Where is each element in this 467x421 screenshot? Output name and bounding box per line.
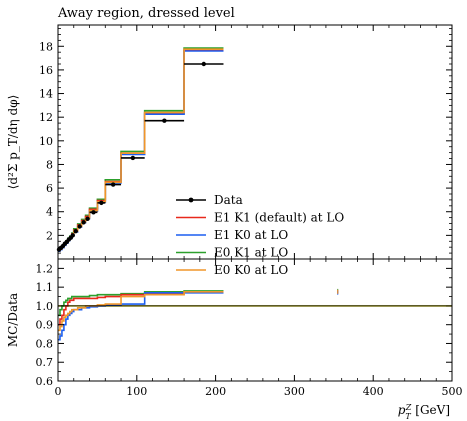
ratio-plot: 0.6 0.7 0.8 0.9 1.0 1.1 1.2 0 100 200 300 400 500 M… [6, 25, 463, 398]
ratio-y-axis-label: MC/Data [6, 293, 20, 347]
legend-entry-label: E1 K0 at LO [214, 228, 288, 242]
chart-title: Away region, dressed level [57, 6, 235, 21]
ratio-y-tick-label: 0.9 [36, 319, 54, 332]
main-y-tick-label: 18 [39, 40, 53, 53]
mc-series-3-main-line [58, 47, 224, 251]
data-point [77, 224, 82, 229]
main-y-tick-label: 16 [39, 64, 53, 77]
x-axis-label: pTZ [GeV] [398, 403, 450, 421]
main-plot: 2 4 6 8 10 12 14 16 18 ⟨d²Σ p_T/dη dφ⟩ Data E1 K1… [6, 24, 453, 277]
legend-swatch-marker [188, 197, 194, 203]
ratio-y-tick-label: 1.1 [36, 281, 54, 294]
legend-entry-label: E0 K0 at LO [214, 263, 288, 277]
x-axis-ticks: 0 100 200 300 400 500 [55, 25, 463, 398]
x-tick-label: 400 [363, 385, 384, 398]
legend-entry-label: Data [214, 193, 243, 207]
x-tick-label: 500 [442, 385, 463, 398]
main-y-tick-label: 2 [46, 229, 53, 242]
x-tick-label: 0 [55, 385, 62, 398]
ratio-data-layer [58, 288, 452, 341]
data-point [91, 210, 96, 215]
main-y-tick-label: 10 [39, 135, 53, 148]
main-y-tick-label: 6 [46, 182, 53, 195]
main-y-tick-label: 14 [39, 88, 53, 101]
data-point [99, 200, 104, 206]
ratio-plot-frame [57, 258, 453, 382]
ratio-y-tick-label: 0.7 [36, 356, 54, 369]
data-point [81, 220, 86, 225]
ratio-y-tick-label: 0.8 [36, 337, 54, 350]
mc-series-2-ratio-line [58, 291, 224, 341]
data-point [130, 155, 136, 161]
data-point [162, 118, 167, 123]
main-y-tick-label: 12 [39, 111, 53, 124]
main-y-tick-label: 4 [46, 206, 53, 219]
ratio-y-tick-label: 1.0 [36, 300, 54, 313]
legend-entry-label: E0 K1 at LO [214, 246, 288, 260]
mc-series-4-ratio-line [58, 291, 224, 332]
x-tick-label: 200 [205, 385, 226, 398]
ratio-y-ticks: 0.6 0.7 0.8 0.9 1.0 1.1 1.2 [36, 262, 452, 388]
legend-entry-label: E1 K1 (default) at LO [214, 211, 344, 225]
main-data-layer [56, 47, 224, 252]
data-point [201, 61, 206, 67]
x-tick-label: 100 [126, 385, 147, 398]
main-y-axis-label: ⟨d²Σ p_T/dη dφ⟩ [6, 95, 20, 190]
x-tick-label: 300 [284, 385, 305, 398]
data-point [73, 229, 78, 234]
mc-series-1-ratio-line [58, 291, 224, 326]
ratio-y-tick-label: 0.6 [36, 375, 54, 388]
main-y-tick-label: 8 [46, 158, 53, 171]
ratio-y-tick-label: 1.2 [36, 262, 54, 275]
data-point [85, 216, 90, 222]
main-y-ticks: 2 4 6 8 10 12 14 16 18 [39, 28, 452, 254]
legend: Data E1 K1 (default) at LO E1 K0 at LO E0 K… [176, 193, 344, 277]
data-point [110, 182, 116, 187]
data-point [70, 233, 75, 238]
